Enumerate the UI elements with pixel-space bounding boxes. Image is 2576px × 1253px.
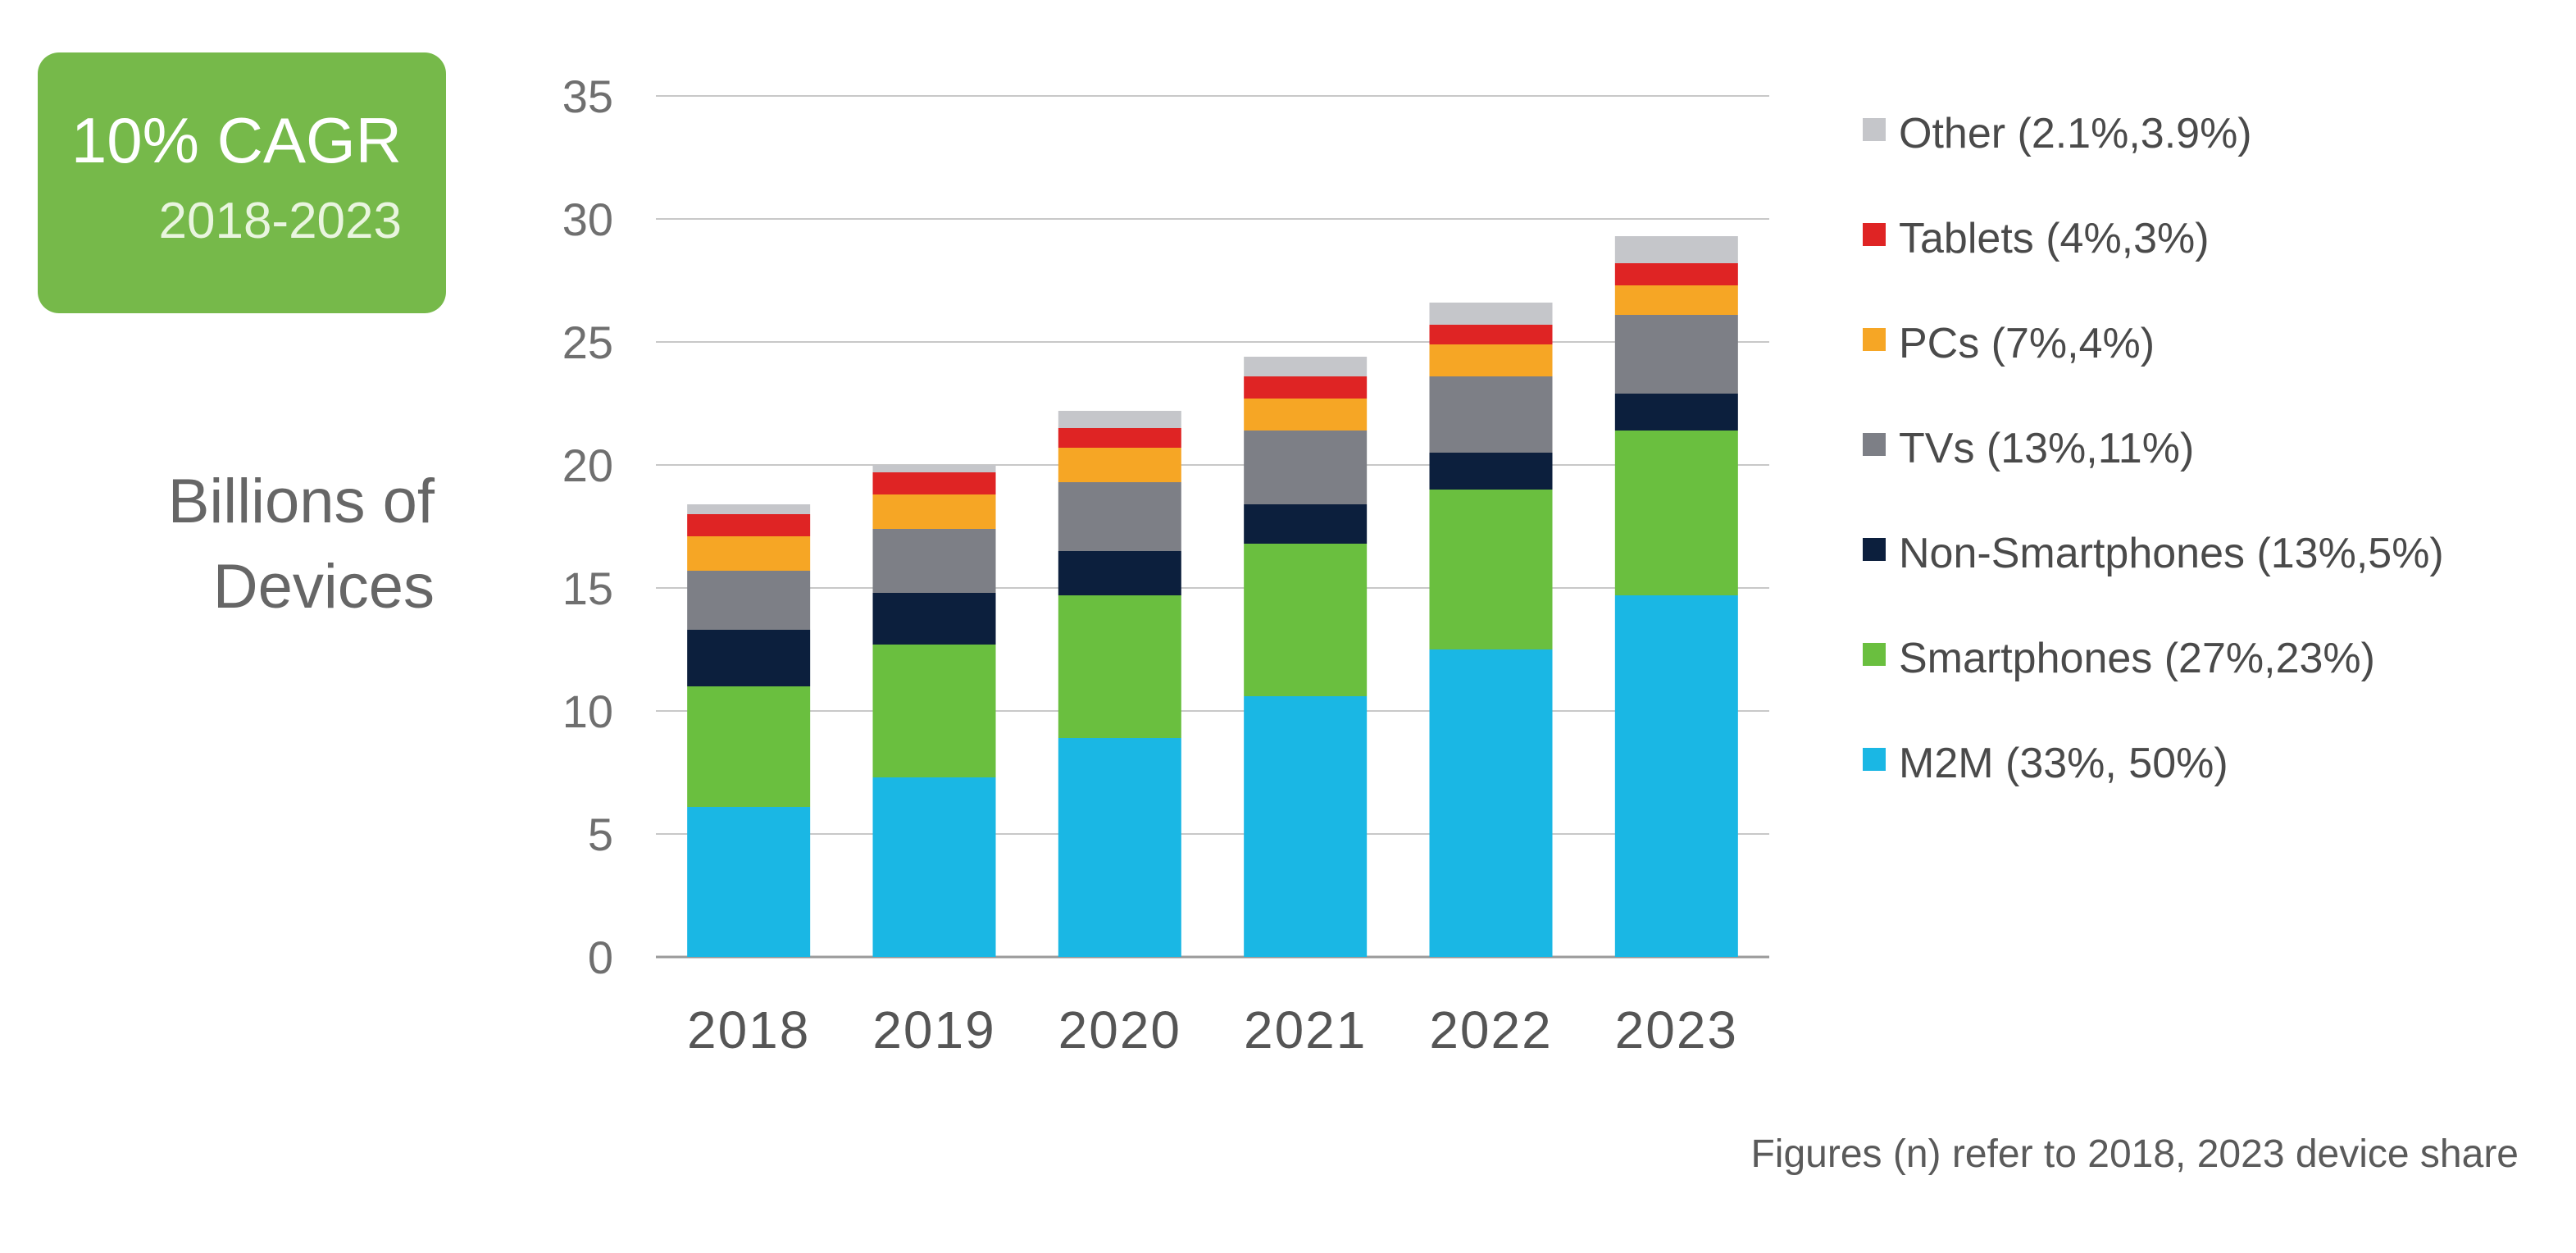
bar-segment-2018-3	[687, 571, 811, 630]
bar-segment-2018-6	[687, 504, 811, 514]
bar-segment-2019-0	[872, 777, 996, 957]
legend-swatch	[1863, 538, 1886, 561]
bar-segment-2020-4	[1058, 448, 1181, 482]
bar-segment-2023-1	[1614, 431, 1738, 595]
y-tick-label: 20	[562, 440, 613, 491]
bar-segment-2023-0	[1614, 595, 1738, 957]
bar-segment-2018-2	[687, 630, 811, 686]
bar-segment-2018-1	[687, 686, 811, 807]
bar-segment-2019-2	[872, 593, 996, 645]
bar-segment-2021-5	[1244, 376, 1368, 399]
bar-segment-2021-6	[1244, 357, 1368, 376]
y-tick-label: 30	[562, 194, 613, 245]
bar-segment-2021-4	[1244, 399, 1368, 431]
y-axis-label-line-2: Devices	[212, 552, 435, 622]
legend-label: Tablets (4%,3%)	[1899, 215, 2210, 262]
bar-segment-2021-2	[1244, 504, 1368, 544]
footnote: Figures (n) refer to 2018, 2023 device s…	[1750, 1132, 2519, 1176]
y-tick-label: 0	[588, 932, 613, 983]
bar-segment-2021-1	[1244, 544, 1368, 696]
x-tick-label: 2019	[872, 1000, 995, 1059]
bar-segment-2018-5	[687, 514, 811, 536]
cagr-title: 10% CAGR	[71, 104, 402, 176]
y-tick-label: 15	[562, 563, 613, 614]
bar-segment-2020-6	[1058, 411, 1181, 428]
legend-label: PCs (7%,4%)	[1899, 320, 2155, 367]
x-tick-label: 2023	[1615, 1000, 1738, 1059]
bar-segment-2022-3	[1429, 376, 1553, 453]
bar-segment-2019-3	[872, 529, 996, 593]
y-axis-label-line-1: Billions of	[167, 467, 435, 536]
bar-segment-2019-4	[872, 494, 996, 529]
bar-segment-2019-1	[872, 645, 996, 777]
bar-segment-2022-2	[1429, 453, 1553, 490]
bar-segment-2019-6	[872, 465, 996, 472]
x-tick-label: 2021	[1244, 1000, 1367, 1059]
x-tick-label: 2020	[1058, 1000, 1181, 1059]
bar-segment-2020-0	[1058, 738, 1181, 957]
x-tick-label: 2018	[687, 1000, 810, 1059]
legend-swatch	[1863, 748, 1886, 771]
y-tick-label: 35	[562, 71, 613, 122]
legend-label: Other (2.1%,3.9%)	[1899, 110, 2252, 157]
bar-segment-2023-4	[1614, 285, 1738, 315]
bar-segment-2022-5	[1429, 325, 1553, 344]
bar-segment-2021-0	[1244, 696, 1368, 957]
legend-swatch	[1863, 118, 1886, 141]
y-tick-label: 25	[562, 317, 613, 368]
bar-segment-2022-4	[1429, 344, 1553, 376]
bar-segment-2020-3	[1058, 482, 1181, 551]
x-tick-label: 2022	[1429, 1000, 1552, 1059]
bar-segment-2021-3	[1244, 431, 1368, 504]
y-axis-label: Billions of Devices	[168, 459, 435, 630]
legend-swatch	[1863, 433, 1886, 456]
y-tick-label: 5	[588, 809, 613, 860]
bar-segment-2022-0	[1429, 649, 1553, 957]
bar-segment-2023-6	[1614, 236, 1738, 263]
cagr-badge: 10% CAGR 2018-2023	[38, 52, 446, 313]
bar-segment-2019-5	[872, 472, 996, 494]
legend-label: M2M (33%, 50%)	[1899, 740, 2228, 787]
bar-segment-2023-2	[1614, 394, 1738, 431]
bar-segment-2022-6	[1429, 303, 1553, 325]
bar-segment-2020-5	[1058, 428, 1181, 448]
legend-swatch	[1863, 223, 1886, 246]
legend-label: TVs (13%,11%)	[1899, 425, 2194, 472]
bar-segment-2020-2	[1058, 551, 1181, 595]
cagr-period: 2018-2023	[158, 193, 403, 249]
bar-segment-2020-1	[1058, 595, 1181, 738]
bar-segment-2023-5	[1614, 263, 1738, 285]
legend-swatch	[1863, 328, 1886, 351]
legend-label: Non-Smartphones (13%,5%)	[1899, 530, 2444, 577]
y-tick-label: 10	[562, 686, 613, 737]
bar-segment-2023-3	[1614, 315, 1738, 394]
bar-segment-2022-1	[1429, 490, 1553, 649]
legend-label: Smartphones (27%,23%)	[1899, 635, 2375, 682]
bar-segment-2018-4	[687, 536, 811, 571]
legend-swatch	[1863, 643, 1886, 666]
bar-segment-2018-0	[687, 807, 811, 957]
